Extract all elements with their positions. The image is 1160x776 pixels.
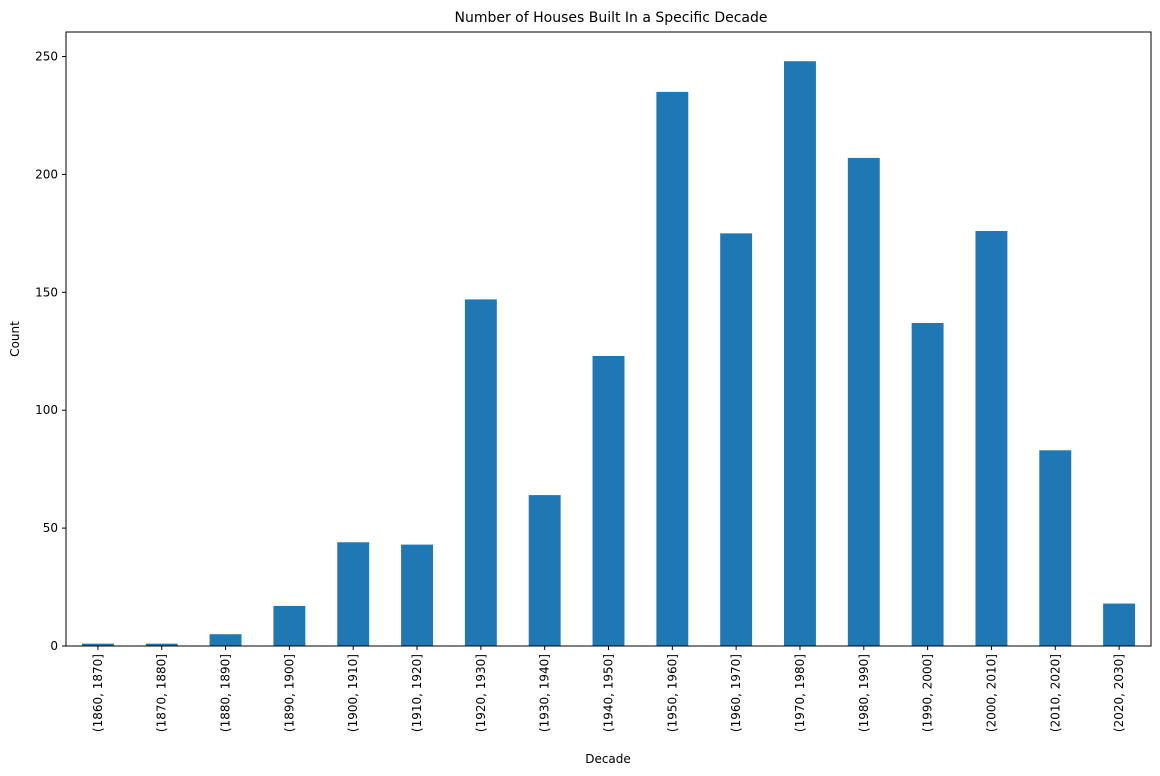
x-tick-label-2: (1880, 1890] (219, 654, 233, 732)
bar-12 (847, 157, 880, 646)
x-tick-label-5: (1910, 1920] (410, 654, 424, 732)
bar-8 (592, 355, 625, 646)
x-tick-label-6: (1920, 1930] (474, 654, 488, 732)
x-tick-label-0: (1860, 1870] (91, 654, 105, 732)
bar-10 (720, 233, 753, 646)
x-tick-label-15: (2010, 2020] (1048, 654, 1062, 732)
x-axis-label: Decade (585, 752, 631, 766)
y-tick-label-1: 50 (43, 521, 58, 535)
y-axis-ticks: 0 50 100 150 200 250 (35, 50, 66, 653)
x-tick-label-3: (1890, 1900] (282, 654, 296, 732)
bar-2 (209, 634, 242, 646)
x-tick-label-16: (2020, 2030] (1112, 654, 1126, 732)
bar-11 (784, 61, 816, 646)
y-tick-label-2: 100 (35, 403, 58, 417)
x-tick-label-13: (1990, 2000] (921, 654, 935, 732)
bar-9 (656, 91, 689, 647)
bar-4 (337, 542, 370, 646)
bar-1 (145, 643, 178, 646)
x-tick-label-7: (1930, 1940] (538, 654, 552, 732)
bar-14 (975, 231, 1008, 646)
y-tick-label-3: 150 (35, 285, 58, 299)
y-tick-label-0: 0 (50, 639, 58, 653)
bar-5 (401, 544, 433, 646)
bar-15 (1039, 450, 1072, 646)
bar-6 (464, 299, 497, 646)
x-tick-label-4: (1900, 1910] (346, 654, 360, 732)
x-tick-label-1: (1870, 1880] (155, 654, 169, 732)
x-axis-ticks: (1860, 1870] (1870, 1880] (1880, 1890] (189… (91, 646, 1126, 732)
x-tick-label-12: (1980, 1990] (857, 654, 871, 732)
x-tick-label-14: (2000, 2010] (984, 654, 998, 732)
chart-title: Number of Houses Built In a Specific Dec… (454, 10, 767, 26)
y-tick-label-5: 250 (35, 50, 58, 64)
plot-frame (65, 31, 1152, 647)
bar-3 (273, 605, 306, 646)
y-tick-label-4: 200 (35, 167, 58, 181)
bar-16 (1103, 603, 1136, 646)
x-tick-label-8: (1940, 1950] (602, 654, 616, 732)
y-axis-label: Count (8, 321, 22, 357)
bar-13 (911, 322, 944, 646)
x-tick-label-11: (1970, 1980] (793, 654, 807, 732)
bar-0 (81, 643, 114, 646)
bar-7 (528, 495, 561, 646)
x-tick-label-10: (1960, 1970] (729, 654, 743, 732)
bars-group (81, 61, 1136, 647)
x-tick-label-9: (1950, 1960] (665, 654, 679, 732)
